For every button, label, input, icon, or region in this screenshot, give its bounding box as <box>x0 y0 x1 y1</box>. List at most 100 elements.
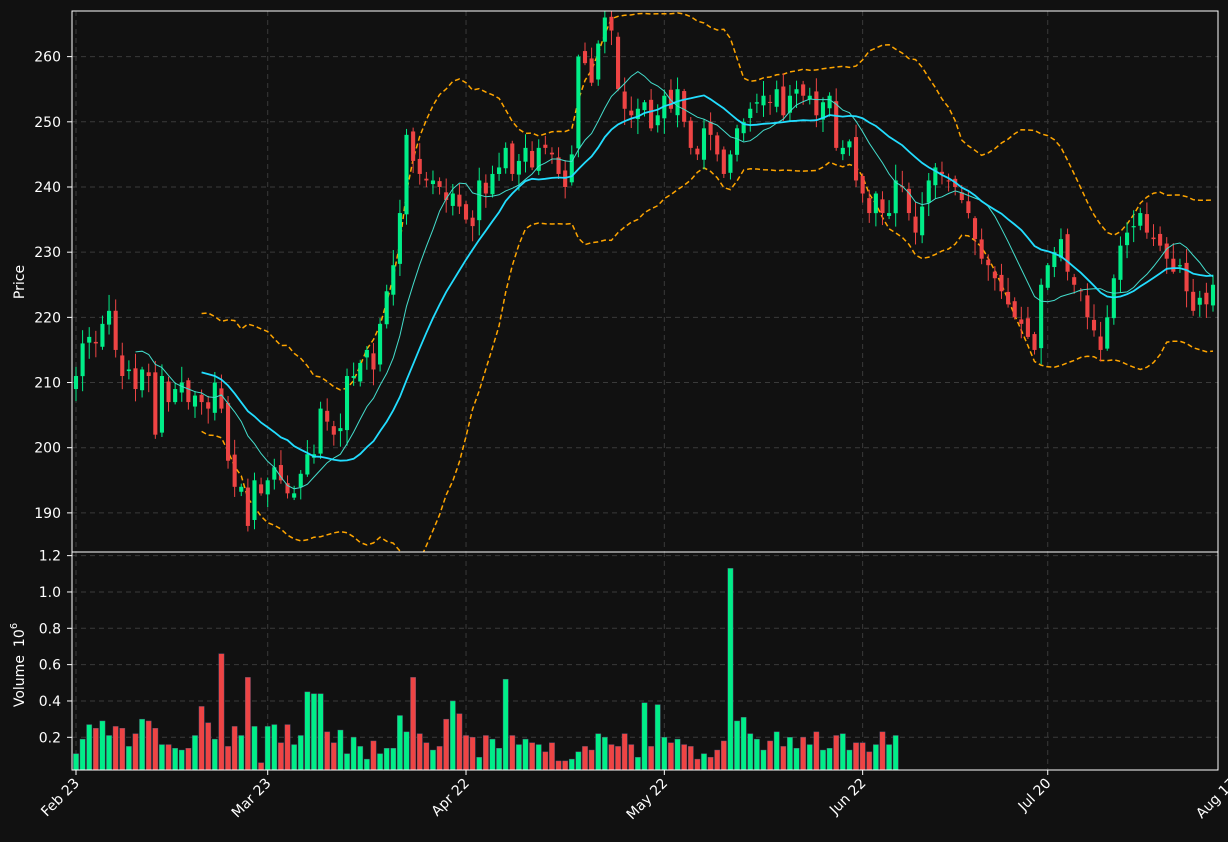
candle-body <box>173 389 178 403</box>
candle-body <box>457 194 462 207</box>
candle-body <box>728 154 733 173</box>
price-tick-label: 260 <box>34 50 61 66</box>
candle-body <box>701 128 707 160</box>
volume-tick-label: 1.0 <box>39 585 61 601</box>
candle-body <box>860 175 865 194</box>
candle-body <box>206 402 211 409</box>
candle-body <box>1164 243 1169 259</box>
volume-bar <box>311 693 317 771</box>
candle-body <box>1025 318 1030 337</box>
candle-body <box>1019 319 1024 324</box>
volume-bar <box>258 762 264 771</box>
price-tick-label: 200 <box>34 441 61 457</box>
candle-body <box>259 484 264 494</box>
volume-bar <box>892 735 899 771</box>
volume-bar <box>377 753 383 771</box>
volume-bar <box>390 748 397 771</box>
candle-body <box>549 152 555 155</box>
volume-bar <box>886 744 892 771</box>
candle-body <box>668 89 673 109</box>
volume-bar <box>734 720 740 771</box>
candle-body <box>774 89 779 107</box>
volume-bar <box>681 744 688 771</box>
volume-bar <box>92 728 99 771</box>
candle-body <box>642 102 647 111</box>
candle-body <box>490 173 495 195</box>
upper-band-line <box>201 12 1214 391</box>
candle-body <box>649 99 654 129</box>
candle-body <box>503 147 508 169</box>
volume-bar <box>608 744 615 771</box>
volume-bar <box>145 720 152 771</box>
candle-body <box>1158 233 1163 246</box>
candle-body <box>933 167 938 186</box>
volume-bar <box>674 738 681 771</box>
candle-body <box>926 180 931 203</box>
volume-bar <box>410 677 416 771</box>
candle-body <box>378 323 383 365</box>
volume-bar <box>159 744 165 771</box>
price-tick-label: 220 <box>34 310 61 326</box>
volume-bar <box>687 746 694 771</box>
candle-body <box>999 274 1004 292</box>
candle-body <box>391 265 396 295</box>
ma-slow-line <box>201 94 1214 462</box>
volume-bar <box>119 728 126 771</box>
volume-bar <box>859 742 866 771</box>
volume-bar <box>582 746 588 771</box>
volume-bar <box>773 731 780 771</box>
volume-bar <box>350 737 357 771</box>
candle-body <box>1184 262 1189 292</box>
volume-bar <box>628 744 635 771</box>
volume-bar <box>476 757 483 771</box>
volume-bar <box>853 742 859 771</box>
candle-body <box>794 89 799 94</box>
candle-body <box>853 137 859 181</box>
candle-body <box>1098 336 1103 350</box>
volume-bar <box>720 740 727 771</box>
volume-axis-label: Volume106 <box>9 623 28 707</box>
volume-bar <box>192 735 198 771</box>
volume-bar <box>304 691 311 771</box>
volume-bar <box>707 757 714 771</box>
volume-bar <box>99 720 106 771</box>
candle-body <box>543 144 548 148</box>
volume-bar <box>615 746 621 771</box>
volume-bar <box>251 726 258 771</box>
volume-bar <box>317 693 324 771</box>
candle-body <box>272 467 277 480</box>
volume-bar <box>516 744 522 771</box>
candle-body <box>1012 301 1017 318</box>
candle-body <box>906 188 911 214</box>
volume-bar <box>727 568 734 771</box>
candle-body <box>404 134 409 215</box>
volume-bar <box>449 700 456 771</box>
volume-bar <box>787 737 793 771</box>
candle-body <box>834 101 839 148</box>
volume-bar <box>549 742 555 771</box>
candle-body <box>430 180 436 185</box>
candle-body <box>166 381 171 403</box>
volume-tick-label: 1.2 <box>39 549 61 565</box>
volume-bar <box>403 731 410 771</box>
candle-body <box>801 84 806 96</box>
volume-bar <box>152 728 159 771</box>
volume-bar <box>879 731 886 771</box>
volume-bar <box>126 746 132 771</box>
candle-body <box>305 454 310 475</box>
candle-body <box>761 95 766 106</box>
volume-bar <box>575 751 582 771</box>
candle-body <box>1072 277 1077 285</box>
candle-body <box>344 376 350 431</box>
volume-bar <box>357 746 364 771</box>
candle-body <box>278 465 283 481</box>
volume-bar <box>211 738 218 771</box>
candle-body <box>807 95 812 100</box>
volume-bar <box>364 758 370 771</box>
volume-bar <box>423 742 430 771</box>
candle-body <box>93 341 98 344</box>
candle-body <box>265 480 270 495</box>
volume-bar <box>509 735 516 771</box>
candle-body <box>1078 290 1083 292</box>
candle-body <box>582 51 588 64</box>
